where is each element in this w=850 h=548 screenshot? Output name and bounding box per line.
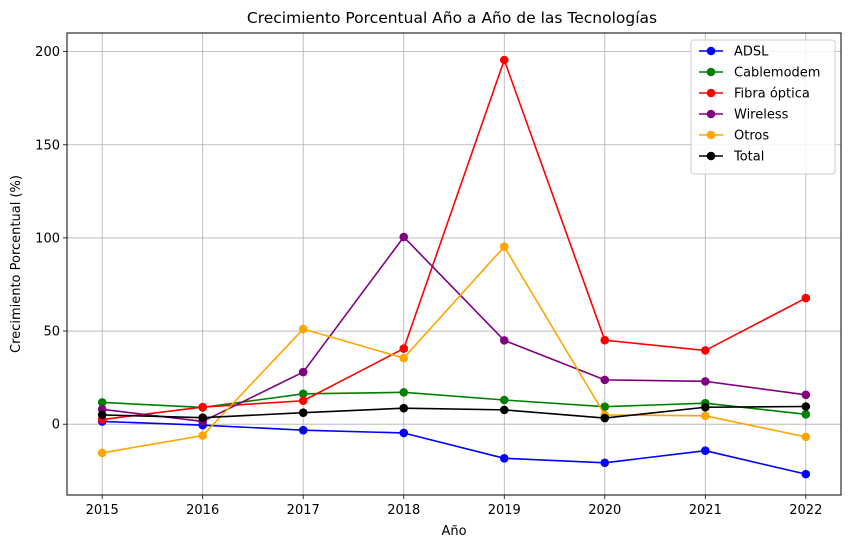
data-point-cablemodem — [499, 395, 509, 405]
series-layer — [97, 55, 811, 479]
legend-item-otros: Otros — [699, 129, 769, 144]
legend-box — [690, 39, 836, 175]
data-point-cablemodem — [298, 389, 308, 399]
legend-marker — [706, 46, 716, 56]
data-point-adsl — [600, 458, 610, 468]
legend-marker — [706, 130, 716, 140]
data-point-otros — [298, 324, 308, 334]
x-tick-label: 2016 — [186, 503, 219, 518]
data-point-otros — [198, 431, 208, 440]
y-tick-label: 0 — [52, 418, 60, 433]
legend-item-wireless: Wireless — [699, 108, 789, 123]
data-point-wireless — [499, 336, 509, 345]
series-line-total — [102, 405, 806, 419]
legend-marker — [706, 88, 716, 98]
data-point-adsl — [399, 428, 409, 438]
data-point-adsl — [499, 454, 509, 463]
legend-label: Otros — [734, 129, 769, 144]
data-point-wireless — [600, 375, 610, 385]
data-point-total — [97, 410, 107, 420]
legend-item-cablemodem: Cablemodem — [699, 66, 820, 81]
legend-label: Wireless — [734, 108, 789, 123]
series-fibra-optica — [97, 55, 811, 424]
data-point-total — [801, 402, 811, 411]
y-tick-label: 200 — [35, 45, 60, 60]
legend-label: Fibra óptica — [734, 87, 810, 102]
x-tick-label: 2015 — [86, 503, 119, 518]
legend-item-total: Total — [699, 150, 764, 165]
x-axis-ticks: 2015 2016 2017 2018 2019 2020 2021 2022 — [86, 495, 822, 518]
data-point-total — [399, 403, 409, 413]
x-tick-label: 2019 — [488, 503, 521, 518]
data-point-otros — [499, 242, 509, 251]
legend-label: Cablemodem — [734, 66, 820, 81]
legend: ADSL Cablemodem Fibra óptica Wireless Otros T… — [690, 39, 836, 175]
data-point-total — [298, 408, 308, 417]
data-point-otros — [399, 353, 409, 363]
data-point-fibra-optica — [198, 402, 208, 412]
x-axis-label: Año — [441, 524, 466, 539]
data-point-otros — [97, 448, 107, 458]
y-tick-label: 100 — [35, 231, 60, 246]
data-point-otros — [801, 432, 811, 442]
y-tick-label: 150 — [35, 138, 60, 153]
series-total — [97, 402, 811, 423]
legend-label: ADSL — [734, 45, 769, 60]
data-point-fibra-optica — [298, 396, 308, 406]
data-point-total — [198, 413, 208, 422]
data-point-adsl — [801, 469, 811, 479]
data-point-fibra-optica — [399, 344, 409, 353]
x-tick-label: 2017 — [287, 503, 320, 518]
data-point-wireless — [700, 377, 710, 386]
legend-item-fibra-optica: Fibra óptica — [699, 87, 810, 102]
data-point-otros — [700, 411, 710, 421]
legend-label: Total — [733, 150, 764, 165]
data-point-adsl — [700, 446, 710, 455]
series-line-cablemodem — [102, 391, 806, 416]
x-tick-label: 2022 — [789, 503, 822, 518]
data-point-cablemodem — [801, 410, 811, 419]
x-tick-label: 2018 — [387, 503, 420, 518]
data-point-fibra-optica — [499, 55, 509, 65]
data-point-cablemodem — [399, 388, 409, 397]
data-point-total — [600, 413, 610, 423]
x-tick-label: 2020 — [588, 503, 621, 518]
data-point-adsl — [298, 425, 308, 435]
data-point-wireless — [298, 367, 308, 377]
data-point-total — [700, 402, 710, 412]
legend-item-adsl: ADSL — [699, 45, 769, 60]
data-point-total — [499, 405, 509, 415]
data-point-cablemodem — [97, 398, 107, 407]
legend-marker — [706, 109, 716, 119]
legend-marker — [706, 151, 716, 161]
chart-title: Crecimiento Porcentual Año a Año de las … — [247, 9, 657, 27]
y-axis-label: Crecimiento Porcentual (%) — [9, 175, 24, 353]
data-point-fibra-optica — [700, 346, 710, 355]
x-tick-label: 2021 — [689, 503, 722, 518]
data-point-wireless — [801, 390, 811, 400]
legend-marker — [706, 67, 716, 77]
data-point-cablemodem — [600, 402, 610, 411]
y-axis-ticks: 0 50 100 150 200 — [35, 45, 67, 433]
y-tick-label: 50 — [43, 325, 60, 340]
plot-area-frame — [66, 32, 842, 496]
series-line-fibra-optica — [102, 59, 807, 421]
data-point-fibra-optica — [801, 293, 811, 303]
series-line-otros — [102, 245, 806, 454]
data-point-wireless — [399, 232, 409, 242]
series-line-adsl — [102, 420, 807, 475]
series-line-wireless — [102, 236, 806, 423]
data-point-fibra-optica — [600, 335, 610, 345]
